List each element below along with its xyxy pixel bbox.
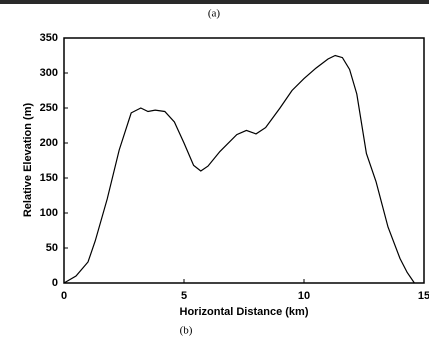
y-tick-label: 100 xyxy=(40,207,58,219)
elevation-line xyxy=(63,54,415,284)
x-tick-label: 15 xyxy=(418,290,429,302)
y-tick-label: 50 xyxy=(46,242,58,254)
y-tick-label: 350 xyxy=(40,32,58,44)
y-axis-title: Relative Elevation (m) xyxy=(22,103,34,218)
y-tick-label: 150 xyxy=(40,172,58,184)
plot-frame xyxy=(63,37,425,284)
y-tick-label: 200 xyxy=(40,137,58,149)
x-tick-label: 0 xyxy=(61,290,67,302)
image-a-strip xyxy=(0,0,429,4)
x-axis-title: Horizontal Distance (km) xyxy=(180,306,309,318)
caption-a: (a) xyxy=(208,8,221,20)
x-tick-label: 10 xyxy=(298,290,310,302)
y-tick-label: 250 xyxy=(40,102,58,114)
y-tick-label: 0 xyxy=(52,277,58,289)
caption-b: (b) xyxy=(180,325,193,337)
y-tick-label: 300 xyxy=(40,67,58,79)
x-tick-label: 5 xyxy=(181,290,187,302)
